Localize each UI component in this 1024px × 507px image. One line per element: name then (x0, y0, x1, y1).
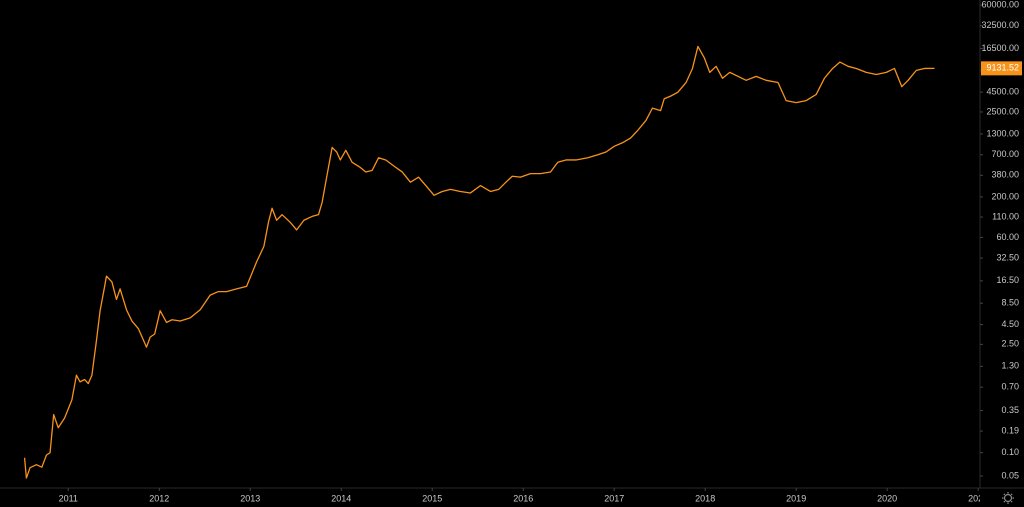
x-tick-label: 2011 (59, 493, 78, 503)
y-tick-label: 1.30 (1001, 361, 1019, 371)
y-tick-label: 0.10 (1001, 447, 1019, 457)
y-tick-label: 60000.00 (981, 0, 1019, 9)
y-tick-label: 8.50 (1001, 298, 1019, 308)
y-tick-label: 60.00 (996, 232, 1019, 242)
x-tick-label: 2020 (877, 493, 897, 503)
y-tick-label: 1300.00 (986, 128, 1019, 138)
y-tick-label: 2.50 (1001, 339, 1019, 349)
x-tick-label: 2015 (422, 493, 442, 503)
y-tick-label: 4.50 (1001, 319, 1019, 329)
y-tick-label: 16500.00 (981, 43, 1019, 53)
y-tick-label: 32500.00 (981, 20, 1019, 30)
y-tick-label: 200.00 (991, 191, 1019, 201)
y-tick-label: 2500.00 (986, 106, 1019, 116)
x-tick-label: 2013 (240, 493, 260, 503)
y-tick-label: 4500.00 (986, 87, 1019, 97)
x-tick-label: 2018 (695, 493, 715, 503)
y-tick-label: 700.00 (991, 149, 1019, 159)
x-tick-label: 2021 (968, 493, 988, 503)
y-tick-label: 16.50 (996, 275, 1019, 285)
x-tick-label: 2014 (331, 493, 351, 503)
y-tick-label: 380.00 (991, 170, 1019, 180)
x-tick-label: 2019 (786, 493, 806, 503)
plot-area (23, 45, 935, 479)
y-tick-label: 0.35 (1001, 405, 1019, 415)
time-axis: 2011 2012 2013 2014 2015 2016 2017 2018 2019 2020… (59, 488, 988, 503)
y-tick-label: 0.19 (1001, 425, 1019, 435)
y-tick-label: 110.00 (992, 211, 1019, 221)
settings-icon-teeth (1002, 492, 1014, 504)
x-tick-label: 2017 (604, 493, 624, 503)
last-price-label: 9131.52 (986, 63, 1019, 73)
price-axis: 60000.0032500.0016500.008500.004500.0025… (980, 0, 1022, 480)
settings-icon[interactable] (1002, 492, 1014, 504)
settings-icon-ring (1003, 493, 1013, 503)
y-tick-label: 0.70 (1001, 382, 1019, 392)
x-tick-label: 2016 (513, 493, 533, 503)
price-line (23, 45, 935, 479)
x-tick-label: 2012 (149, 493, 169, 503)
y-tick-label: 32.50 (996, 252, 1019, 262)
y-tick-label: 0.05 (1001, 470, 1019, 480)
last-price-box (981, 61, 1022, 76)
